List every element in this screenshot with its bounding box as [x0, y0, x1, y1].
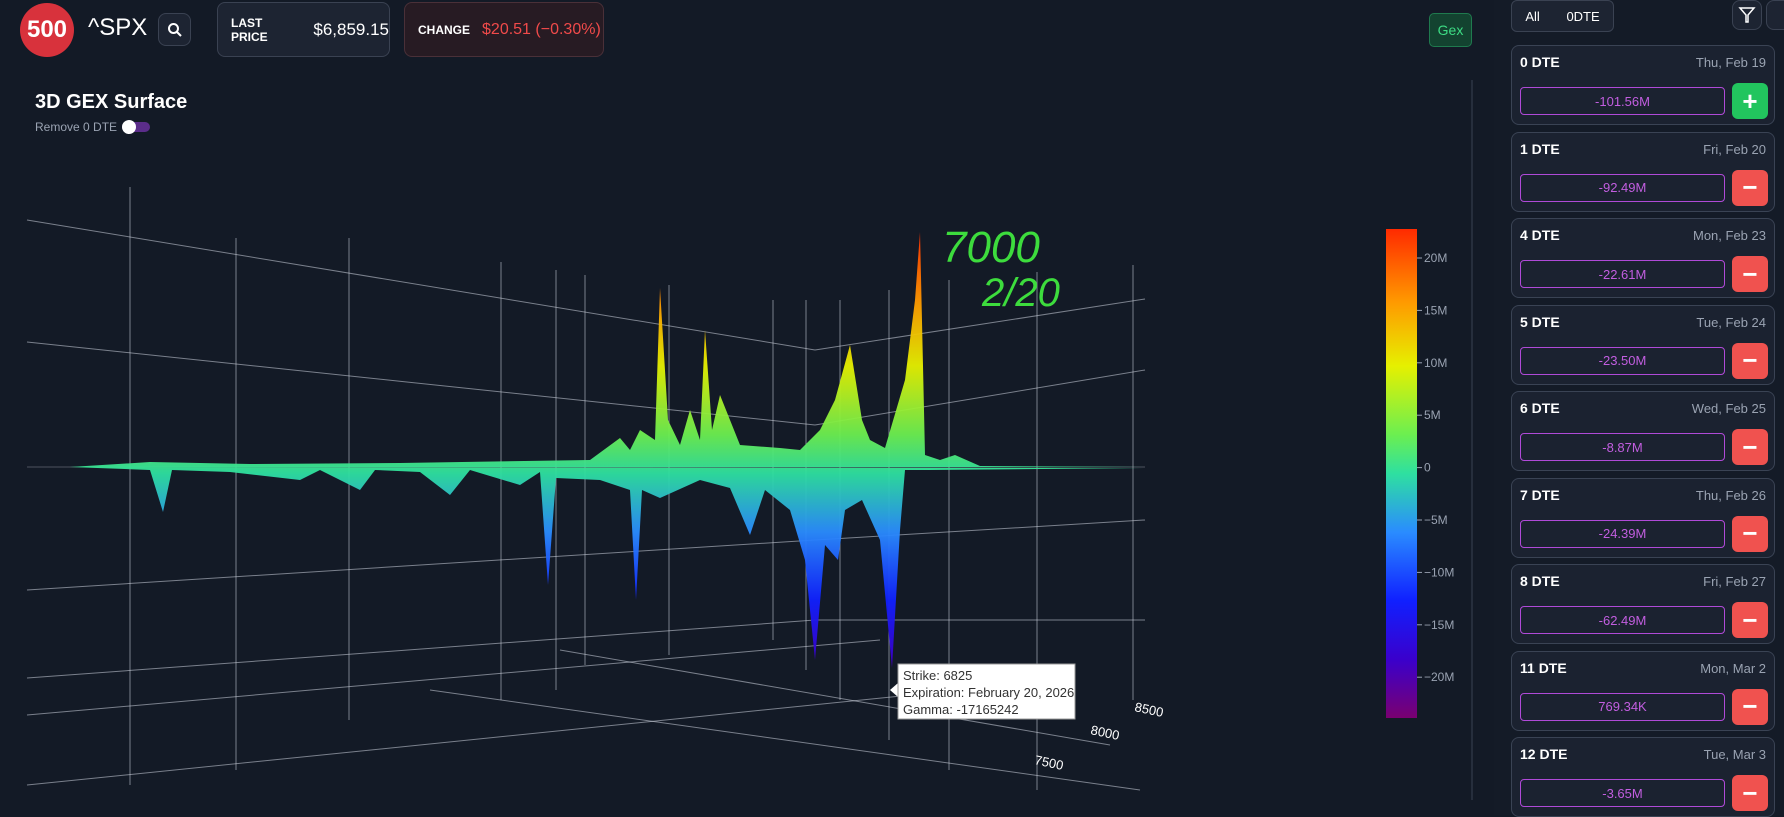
panel-title: 3D GEX Surface [35, 91, 187, 113]
surface-plot: 3D GEX Surface Remove 0 DTE 8500 8000 75… [26, 80, 1473, 800]
expiration-card: 11 DTE Mon, Mar 2 769.34K − [1511, 650, 1775, 731]
toggle-expiration-button[interactable]: − [1732, 775, 1768, 811]
change: $20.51 (−0.30%) [482, 20, 601, 38]
last-price-box: LAST PRICE $6,859.15 [217, 2, 390, 57]
expiration-card: 8 DTE Fri, Feb 27 -62.49M − [1511, 564, 1775, 644]
tooltip-line: Strike: 6825 [903, 668, 972, 683]
expiration-date: Mon, Mar 2 [1700, 660, 1766, 676]
expiration-date: Thu, Feb 26 [1695, 487, 1766, 503]
dte-label: 8 DTE [1520, 573, 1560, 589]
gex-value: -3.65M [1520, 779, 1725, 807]
colorbar-tick-label: −10M [1424, 565, 1454, 579]
tooltip [897, 663, 1076, 720]
tab[interactable]: 0DTE [1566, 8, 1600, 24]
toggle-expiration-button[interactable]: − [1732, 429, 1768, 465]
search-button[interactable] [158, 13, 191, 46]
dte-label: 12 DTE [1520, 746, 1568, 762]
expiration-card: 4 DTE Mon, Feb 23 -22.61M − [1511, 218, 1775, 298]
dte-label: 11 DTE [1520, 659, 1567, 676]
filter-icon [1738, 7, 1756, 23]
last-price-label: LAST PRICE [231, 15, 268, 44]
tooltip-line: Gamma: -17165242 [903, 702, 1019, 717]
expiration-date: Fri, Feb 20 [1703, 141, 1766, 157]
gex-value: -24.39M [1520, 519, 1725, 548]
annotation: 2/20 [981, 271, 1060, 315]
strike-label: 7500 [1033, 752, 1064, 773]
expiration-date: Fri, Feb 27 [1703, 574, 1766, 589]
last-price: $6,859.15 [313, 19, 389, 39]
gex-value: -92.49M [1520, 173, 1725, 202]
tooltip-pointer [890, 683, 898, 697]
strike-label: 8500 [1133, 699, 1164, 720]
dte-label: 6 DTE [1520, 400, 1560, 416]
sidebar: All 0DTE 0 DTE Thu, Feb 19 -101.56M +1 DTE F… [1494, 0, 1784, 817]
colorbar [1386, 229, 1417, 718]
change-box: CHANGE $20.51 (−0.30%) [404, 2, 604, 57]
colorbar-tick-label: −15M [1424, 618, 1454, 632]
colorbar-ticks: 20M 15M 10M 5M 0 −5M −10M −15M −20M [1417, 251, 1454, 684]
gex-value: 769.34K [1520, 692, 1725, 721]
colorbar-tick-label: 10M [1424, 356, 1447, 370]
expiration-date: Tue, Mar 3 [1703, 747, 1766, 762]
colorbar-tick-label: −5M [1424, 513, 1448, 527]
toggle-expiration-button[interactable]: + [1732, 83, 1768, 119]
toggle-expiration-button[interactable]: − [1732, 342, 1768, 379]
colorbar-tick-label: 0 [1424, 461, 1431, 475]
change-label: CHANGE [418, 22, 471, 37]
expiration-card: 1 DTE Fri, Feb 20 -92.49M − [1511, 131, 1775, 212]
dte-label: 4 DTE [1520, 227, 1560, 243]
gex-value: -8.87M [1520, 433, 1725, 461]
colorbar-tick-label: −20M [1424, 670, 1454, 684]
tab[interactable]: All [1525, 8, 1540, 24]
expiration-date: Thu, Feb 19 [1695, 55, 1766, 70]
toggle-expiration-button[interactable]: − [1732, 256, 1768, 292]
gex-button[interactable]: Gex [1429, 13, 1472, 47]
gex-surface-negative [70, 467, 1145, 668]
expiration-date: Wed, Feb 25 [1691, 401, 1766, 416]
symbol: ^SPX [88, 14, 148, 41]
expiration-date: Mon, Feb 23 [1693, 228, 1766, 243]
gex-value: -23.50M [1520, 346, 1725, 375]
dte-label: 7 DTE [1520, 486, 1560, 503]
dte-label: 1 DTE [1520, 140, 1560, 157]
expiration-card: 0 DTE Thu, Feb 19 -101.56M + [1511, 45, 1775, 125]
search-icon [167, 22, 182, 37]
expiration-date: Tue, Feb 24 [1696, 314, 1766, 330]
tabs: All 0DTE [1511, 0, 1614, 32]
toggle-expiration-button[interactable]: − [1732, 602, 1768, 638]
filter-button[interactable] [1732, 0, 1762, 30]
dte-label: 0 DTE [1520, 54, 1560, 70]
gex-value: -22.61M [1520, 260, 1725, 288]
annotation: 7000 [942, 223, 1040, 272]
dte-label: 5 DTE [1520, 313, 1560, 330]
colorbar-tick-label: 20M [1424, 251, 1447, 265]
strike-label: 8000 [1089, 722, 1120, 743]
gex-value: -101.56M [1520, 87, 1725, 115]
toggle-knob [122, 120, 136, 134]
expiration-card: 5 DTE Tue, Feb 24 -23.50M − [1511, 304, 1775, 385]
expiration-card: 6 DTE Wed, Feb 25 -8.87M − [1511, 391, 1775, 471]
toggle-expiration-button[interactable]: − [1732, 688, 1768, 725]
colorbar-tick-label: 15M [1424, 303, 1447, 317]
expiration-card: 12 DTE Tue, Mar 3 -3.65M − [1511, 737, 1775, 817]
expiration-card: 7 DTE Thu, Feb 26 -24.39M − [1511, 477, 1775, 558]
tooltip-line: Expiration: February 20, 2026 [903, 685, 1074, 700]
toggle-label: Remove 0 DTE [35, 120, 117, 134]
toggle-expiration-button[interactable]: − [1732, 515, 1768, 552]
sort-button[interactable] [1766, 0, 1784, 30]
colorbar-tick-label: 5M [1424, 408, 1441, 422]
toggle-expiration-button[interactable]: − [1732, 169, 1768, 206]
gex-value: -62.49M [1520, 606, 1725, 634]
logo[interactable]: 500 [20, 3, 74, 57]
